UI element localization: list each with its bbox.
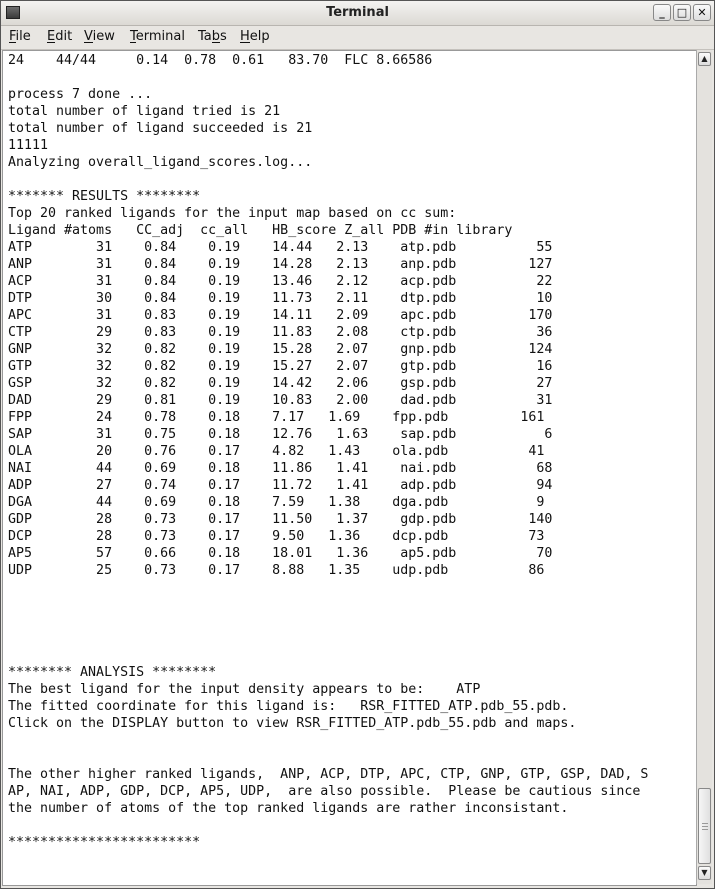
terminal-line: Analyzing overall_ligand_scores.log... xyxy=(8,155,313,170)
terminal-line: ************************ xyxy=(8,835,201,850)
terminal-line: The other higher ranked ligands, ANP, AC… xyxy=(8,767,649,782)
mnemonic-underline xyxy=(9,42,16,43)
terminal-output[interactable]: 24 44/44 0.14 0.78 0.61 83.70 FLC 8.6658… xyxy=(2,50,697,886)
terminal-line: NAI 44 0.69 0.18 11.86 1.41 nai.pdb 68 xyxy=(8,461,553,476)
terminal-line: ******* RESULTS ******** xyxy=(8,189,201,204)
terminal-line: GSP 32 0.82 0.19 14.42 2.06 gsp.pdb 27 xyxy=(8,376,553,391)
grip-line xyxy=(702,829,708,830)
menu-bar: File Edit View Terminal Tabs Help xyxy=(1,26,714,50)
maximize-icon: □ xyxy=(676,6,688,19)
terminal-line: Click on the DISPLAY button to view RSR_… xyxy=(8,716,577,731)
terminal-app-icon[interactable] xyxy=(6,6,20,19)
terminal-line: DAD 29 0.81 0.19 10.83 2.00 dad.pdb 31 xyxy=(8,393,553,408)
mnemonic-underline xyxy=(211,42,221,43)
terminal-line: The fitted coordinate for this ligand is… xyxy=(8,699,569,714)
menu-terminal[interactable]: Terminal xyxy=(130,29,185,44)
terminal-line: process 7 done ... xyxy=(8,87,153,102)
terminal-line: 24 44/44 0.14 0.78 0.61 83.70 FLC 8.6658… xyxy=(8,53,433,68)
terminal-line: total number of ligand succeeded is 21 xyxy=(8,121,313,136)
terminal-line: ANP 31 0.84 0.19 14.28 2.13 anp.pdb 127 xyxy=(8,257,553,272)
terminal-line: APC 31 0.83 0.19 14.11 2.09 apc.pdb 170 xyxy=(8,308,553,323)
terminal-line: ATP 31 0.84 0.19 14.44 2.13 atp.pdb 55 xyxy=(8,240,553,255)
terminal-line: FPP 24 0.78 0.18 7.17 1.69 fpp.pdb 161 xyxy=(8,410,545,425)
mnemonic-underline xyxy=(130,42,136,43)
terminal-line: 11111 xyxy=(8,138,49,153)
terminal-line: OLA 20 0.76 0.17 4.82 1.43 ola.pdb 41 xyxy=(8,444,545,459)
close-icon: ✕ xyxy=(697,6,707,19)
menu-file[interactable]: File xyxy=(9,29,31,44)
arrow-down-icon: ▼ xyxy=(701,868,708,877)
vertical-scrollbar[interactable]: ▲ ▼ xyxy=(696,50,712,884)
terminal-line: GDP 28 0.73 0.17 11.50 1.37 gdp.pdb 140 xyxy=(8,512,553,527)
terminal-line: DCP 28 0.73 0.17 9.50 1.36 dcp.pdb 73 xyxy=(8,529,545,544)
scrollbar-thumb[interactable] xyxy=(698,788,711,864)
menu-edit[interactable]: Edit xyxy=(47,29,73,44)
scroll-down-button[interactable]: ▼ xyxy=(698,866,711,880)
title-bar[interactable]: Terminal _ □ ✕ xyxy=(1,1,714,26)
minimize-button[interactable]: _ xyxy=(653,4,671,21)
mnemonic-underline xyxy=(47,42,56,43)
terminal-line: DGA 44 0.69 0.18 7.59 1.38 dga.pdb 9 xyxy=(8,495,545,510)
terminal-line: Top 20 ranked ligands for the input map … xyxy=(8,206,457,221)
terminal-line: the number of atoms of the top ranked li… xyxy=(8,801,569,816)
terminal-line: GTP 32 0.82 0.19 15.27 2.07 gtp.pdb 16 xyxy=(8,359,553,374)
terminal-line: The best ligand for the input density ap… xyxy=(8,682,481,697)
mnemonic-underline xyxy=(240,42,250,43)
terminal-line: AP, NAI, ADP, GDP, DCP, AP5, UDP, are al… xyxy=(8,784,641,799)
menu-view[interactable]: View xyxy=(84,29,115,44)
terminal-line: CTP 29 0.83 0.19 11.83 2.08 ctp.pdb 36 xyxy=(8,325,553,340)
mnemonic-underline xyxy=(84,42,93,43)
terminal-line: GNP 32 0.82 0.19 15.28 2.07 gnp.pdb 124 xyxy=(8,342,553,357)
terminal-line: ADP 27 0.74 0.17 11.72 1.41 adp.pdb 94 xyxy=(8,478,553,493)
terminal-line: ACP 31 0.84 0.19 13.46 2.12 acp.pdb 22 xyxy=(8,274,553,289)
terminal-line: DTP 30 0.84 0.19 11.73 2.11 dtp.pdb 10 xyxy=(8,291,553,306)
maximize-button[interactable]: □ xyxy=(673,4,691,21)
grip-line xyxy=(702,823,708,824)
window-title: Terminal xyxy=(326,5,389,20)
arrow-up-icon: ▲ xyxy=(701,54,708,63)
menu-help[interactable]: Help xyxy=(240,29,270,44)
close-button[interactable]: ✕ xyxy=(693,4,711,21)
scroll-up-button[interactable]: ▲ xyxy=(698,52,711,66)
terminal-line: UDP 25 0.73 0.17 8.88 1.35 udp.pdb 86 xyxy=(8,563,545,578)
grip-line xyxy=(702,826,708,827)
terminal-line: ******** ANALYSIS ******** xyxy=(8,665,217,680)
minimize-icon: _ xyxy=(659,6,665,19)
terminal-line: AP5 57 0.66 0.18 18.01 1.36 ap5.pdb 70 xyxy=(8,546,553,561)
terminal-line: SAP 31 0.75 0.18 12.76 1.63 sap.pdb 6 xyxy=(8,427,553,442)
menu-tabs[interactable]: Tabs xyxy=(198,29,227,44)
terminal-line: Ligand #atoms CC_adj cc_all HB_score Z_a… xyxy=(8,223,513,238)
terminal-line: total number of ligand tried is 21 xyxy=(8,104,281,119)
